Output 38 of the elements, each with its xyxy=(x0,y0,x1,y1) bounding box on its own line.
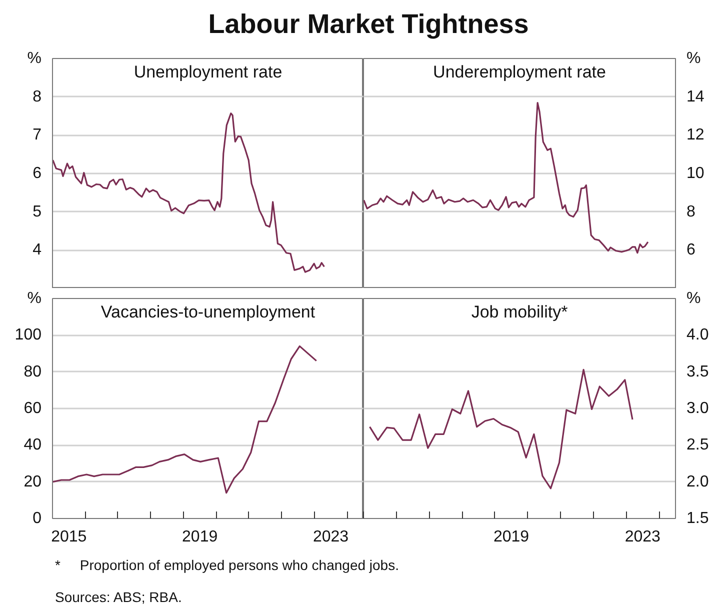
y-tick-label: 7 xyxy=(32,126,42,144)
y2-tick-label: 14 xyxy=(686,88,704,106)
y2-tick-label: 12 xyxy=(686,126,704,144)
y-tick-label: 8 xyxy=(32,88,42,106)
y2-tick-label: % xyxy=(686,50,701,67)
y2-tick-label: 2.0 xyxy=(686,473,709,490)
y-tick-label: 60 xyxy=(24,400,42,417)
y-tick-label: 6 xyxy=(32,165,42,182)
y-tick-label: % xyxy=(27,50,42,67)
y2-tick-label: 1.5 xyxy=(686,510,709,527)
y-tick-label: 5 xyxy=(32,203,42,220)
chart-title: Underemployment rate xyxy=(433,62,606,82)
y-tick-label: 40 xyxy=(24,436,42,454)
x-tick-label: 2019 xyxy=(493,528,530,546)
chart-title: Unemployment rate xyxy=(134,62,282,82)
x-tick-label: 2023 xyxy=(624,528,661,546)
y2-tick-label: 4.0 xyxy=(686,326,709,344)
y-tick-label: 4 xyxy=(32,242,42,259)
y2-tick-label: 10 xyxy=(686,165,704,182)
y-tick-label: 80 xyxy=(24,363,42,380)
y2-tick-label: 3.0 xyxy=(686,400,709,417)
x-tick-label: 2015 xyxy=(51,528,87,546)
chart-title: Job mobility* xyxy=(471,302,568,322)
y2-tick-label: 2.5 xyxy=(686,436,709,454)
text: Labour Market Tightness xyxy=(207,8,530,41)
y2-tick-label: 3.5 xyxy=(686,363,709,380)
y-tick-label: % xyxy=(27,290,42,307)
y2-tick-label: 6 xyxy=(686,242,696,259)
x-tick-label: 2019 xyxy=(182,528,218,546)
source-note: Sources: ABS; RBA. xyxy=(54,588,182,606)
y-tick-label: 100 xyxy=(14,326,42,344)
y-tick-label: 0 xyxy=(32,510,42,527)
chart-title: Vacancies-to-unemployment xyxy=(100,302,316,322)
text: * Proportion of employed persons who changed jobs. xyxy=(54,556,399,575)
y2-tick-label: 8 xyxy=(686,203,696,220)
y2-tick-label: % xyxy=(686,290,701,307)
x-tick-label: 2023 xyxy=(312,528,349,546)
y-tick-label: 20 xyxy=(24,473,42,490)
